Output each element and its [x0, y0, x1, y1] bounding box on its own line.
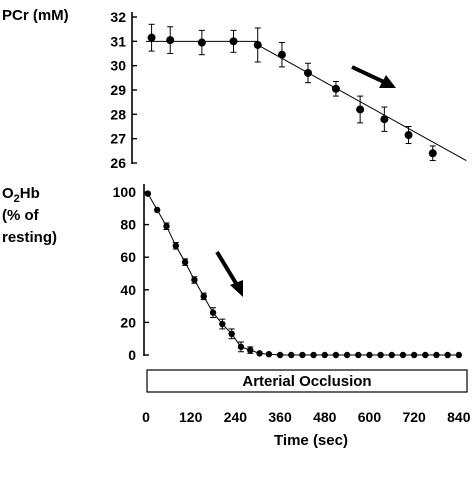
pcr-point [356, 105, 365, 114]
o2hb-point [321, 351, 328, 359]
x-ticks: 0 120 240 360 480 600 720 840 [142, 409, 471, 425]
pcr-fit-lines [146, 40, 467, 162]
o2hb-point [422, 351, 429, 359]
o2hb-panel: O2Hb (% of resting) 0 20 40 60 80 100 [2, 184, 463, 363]
x-tick-label: 600 [358, 409, 382, 425]
pcr-fit-line [257, 44, 467, 162]
o2hb-curve [147, 193, 459, 356]
o2hb-point [163, 223, 170, 230]
pcr-point [147, 33, 156, 42]
o2hb-ylabel-line3: resting) [2, 229, 57, 246]
o2hb-point [377, 351, 384, 359]
o2hb-point [181, 258, 189, 266]
pcr-point [404, 131, 413, 140]
o2hb-point [355, 351, 362, 359]
pcr-panel: PCr (mM) 26 27 28 29 30 31 32 [2, 7, 467, 171]
x-tick-label: 120 [179, 409, 203, 425]
o2hb-point [399, 351, 407, 359]
pcr-y-tick-label: 27 [110, 131, 126, 147]
occlusion-bar-box [146, 369, 468, 393]
o2hb-point [247, 346, 254, 354]
o2hb-ylabel-o: O [2, 185, 14, 202]
o2hb-y-tick-label: 40 [120, 282, 136, 298]
o2hb-point [444, 351, 451, 359]
pcr-point [277, 50, 286, 59]
x-tick-label: 360 [268, 409, 292, 425]
occlusion-bar-label: Arterial Occlusion [242, 373, 371, 390]
pcr-point [253, 40, 262, 49]
o2hb-point [332, 351, 340, 359]
o2hb-point [237, 343, 245, 351]
pcr-y-tick-label: 31 [110, 33, 126, 49]
o2hb-y-tick-label: 80 [120, 217, 136, 233]
pcr-point [428, 149, 437, 158]
pcr-y-tick-label: 26 [110, 155, 126, 171]
pcr-arrow-shaft [351, 65, 385, 84]
o2hb-point [228, 330, 235, 338]
o2hb-points [144, 190, 463, 359]
x-tick-label: 0 [142, 409, 150, 425]
o2hb-fit-line [147, 193, 459, 356]
o2hb-point [299, 351, 306, 359]
x-tick-label: 840 [447, 409, 471, 425]
occlusion-bar: Arterial Occlusion [146, 369, 468, 393]
o2hb-ylabel-sub: 2 [14, 193, 20, 205]
o2hb-arrow-shaft [215, 250, 239, 287]
o2hb-arrow [215, 250, 243, 297]
o2hb-point [433, 351, 440, 359]
o2hb-point [209, 309, 217, 316]
o2hb-y-tick-label: 0 [128, 347, 136, 363]
o2hb-point [366, 351, 373, 359]
o2hb-point [410, 351, 418, 359]
pcr-point [166, 36, 175, 45]
o2hb-point [388, 351, 395, 359]
pcr-y-tick-label: 29 [110, 82, 126, 98]
o2hb-y-tick-label: 100 [113, 184, 137, 200]
pcr-ylabel: PCr (mM) [2, 7, 69, 24]
o2hb-point [191, 276, 198, 284]
pcr-arrow [351, 65, 396, 88]
o2hb-y-ticks: 0 20 40 60 80 100 [113, 184, 149, 363]
o2hb-arrow-head [230, 280, 243, 297]
o2hb-y-tick-label: 60 [120, 249, 136, 265]
o2hb-point [343, 351, 351, 359]
o2hb-point [265, 350, 273, 358]
pcr-point [331, 84, 340, 93]
pcr-arrow-head [379, 75, 396, 88]
x-tick-label: 720 [402, 409, 426, 425]
pcr-y-ticks: 26 27 28 29 30 31 32 [110, 9, 137, 171]
x-axis-label: Time (sec) [274, 432, 348, 449]
o2hb-point [276, 351, 284, 359]
o2hb-point [219, 320, 226, 328]
pcr-point [229, 37, 238, 46]
o2hb-ylabel: O2Hb [2, 185, 40, 205]
o2hb-point [256, 350, 263, 357]
pcr-y-tick-label: 28 [110, 106, 126, 122]
pcr-point [380, 115, 389, 124]
pcr-points [147, 23, 437, 162]
o2hb-point [200, 293, 207, 300]
o2hb-point [153, 206, 161, 214]
o2hb-ylabel-line2: (% of [2, 207, 40, 224]
pcr-point [304, 68, 312, 77]
o2hb-ylabel-hb: Hb [20, 185, 40, 202]
x-tick-label: 480 [313, 409, 337, 425]
o2hb-point [455, 351, 463, 359]
o2hb-point [172, 242, 179, 249]
pcr-point [197, 38, 206, 47]
pcr-y-tick-label: 32 [110, 9, 126, 25]
pcr-y-tick-label: 30 [110, 58, 126, 74]
o2hb-point [310, 351, 317, 359]
o2hb-point [288, 351, 295, 359]
o2hb-point [144, 190, 152, 197]
o2hb-y-tick-label: 20 [120, 314, 136, 330]
x-tick-label: 240 [224, 409, 248, 425]
